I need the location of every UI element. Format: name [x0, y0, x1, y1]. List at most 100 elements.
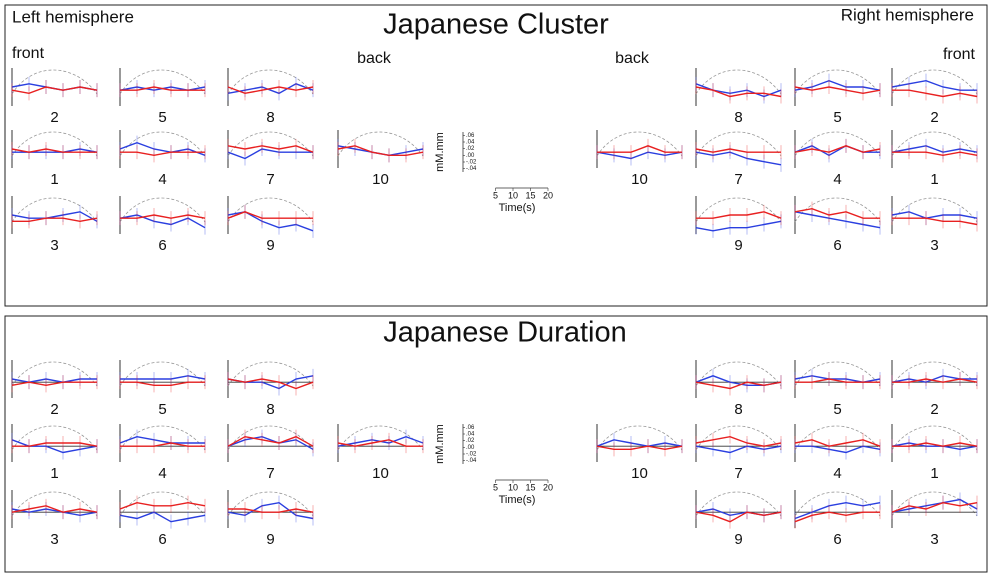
- y-tick-label: -.04: [466, 166, 477, 172]
- channel-label: 2: [50, 401, 58, 418]
- channel-label: 10: [372, 465, 389, 482]
- data-line: [227, 145, 314, 153]
- data-line: [11, 378, 97, 383]
- hemisphere-label: Right hemisphere: [841, 5, 974, 24]
- data-line: [794, 145, 880, 157]
- channel-label: 7: [266, 465, 274, 482]
- data-line: [597, 145, 682, 153]
- y-tick-label: .06: [466, 133, 475, 139]
- data-line: [120, 442, 205, 447]
- data-line: [119, 511, 206, 523]
- x-tick-label: 20: [543, 482, 553, 492]
- data-line: [120, 86, 205, 91]
- data-line: [227, 83, 314, 95]
- data-line: [337, 145, 424, 157]
- y-tick-label: .00: [466, 445, 475, 451]
- channel-label: 9: [266, 237, 274, 254]
- channel-label: 2: [930, 109, 938, 126]
- channel-label: 6: [158, 531, 166, 548]
- channel-label: 7: [734, 465, 742, 482]
- model-curve: [794, 131, 881, 157]
- data-line: [120, 151, 205, 157]
- data-line: [695, 511, 782, 523]
- hemisphere-label: Left hemisphere: [12, 7, 134, 26]
- channel-label: 4: [833, 465, 841, 482]
- data-line: [795, 445, 881, 454]
- direction-label: front: [12, 45, 45, 62]
- channel-label: 4: [833, 171, 841, 188]
- data-line: [596, 439, 683, 447]
- data-line: [695, 86, 782, 98]
- data-line: [891, 79, 977, 91]
- data-line: [794, 511, 880, 523]
- channel-label: 9: [734, 531, 742, 548]
- data-line: [892, 442, 978, 447]
- model-curve: [227, 69, 314, 95]
- channel-label: 5: [158, 109, 166, 126]
- data-line: [120, 381, 205, 386]
- panel-title: Japanese Cluster: [383, 9, 609, 41]
- data-line: [11, 211, 98, 222]
- data-line: [794, 439, 881, 447]
- data-line: [119, 141, 206, 156]
- data-line: [596, 151, 683, 160]
- channel-label: 3: [930, 531, 938, 548]
- y-tick-label: -.02: [466, 160, 477, 166]
- data-line: [12, 217, 98, 223]
- data-line: [696, 211, 782, 219]
- data-line: [227, 435, 314, 450]
- x-tick-label: 15: [525, 190, 535, 200]
- data-line: [12, 442, 98, 447]
- data-line: [891, 498, 978, 513]
- channel-label: 2: [50, 109, 58, 126]
- data-line: [892, 217, 978, 226]
- panel-title: Japanese Duration: [383, 317, 626, 349]
- model-curve: [695, 491, 782, 517]
- model-curve: [891, 425, 978, 451]
- x-tick-label: 5: [493, 190, 498, 200]
- model-curve: [11, 69, 98, 95]
- model-curve: [11, 361, 98, 387]
- model-curve: [11, 425, 98, 451]
- model-curve: [119, 197, 206, 223]
- data-line: [794, 79, 881, 91]
- channel-label: 8: [734, 109, 742, 126]
- model-curve: [119, 361, 206, 387]
- channel-label: 5: [158, 401, 166, 418]
- y-tick-label: .00: [466, 153, 475, 159]
- data-line: [596, 445, 683, 451]
- model-curve: [891, 361, 978, 387]
- x-axis-label: Time(s): [499, 202, 536, 214]
- data-line: [227, 211, 314, 232]
- y-tick-label: .02: [466, 146, 475, 152]
- channel-label: 4: [158, 171, 166, 188]
- data-line: [119, 435, 205, 444]
- channel-label: 2: [930, 401, 938, 418]
- channel-label: 4: [158, 465, 166, 482]
- channel-label: 7: [266, 171, 274, 188]
- x-tick-label: 20: [543, 190, 553, 200]
- x-axis-label: Time(s): [499, 494, 536, 506]
- data-line: [11, 508, 98, 517]
- y-tick-label: .04: [466, 140, 475, 146]
- model-curve: [794, 69, 881, 95]
- data-line: [892, 378, 978, 383]
- y-tick-label: -.04: [466, 458, 477, 464]
- data-line: [227, 148, 313, 160]
- data-line: [795, 378, 880, 383]
- data-line: [227, 501, 314, 520]
- panel-frame: [4, 315, 988, 573]
- model-curve: [695, 361, 782, 387]
- data-line: [695, 151, 782, 166]
- channel-label: 6: [158, 237, 166, 254]
- data-line: [794, 145, 881, 153]
- data-line: [892, 151, 978, 157]
- data-line: [11, 86, 98, 95]
- model-curve: [227, 361, 314, 387]
- data-line: [891, 442, 978, 451]
- data-line: [120, 214, 206, 219]
- data-line: [695, 381, 782, 390]
- channel-label: 10: [372, 171, 389, 188]
- model-curve: [596, 131, 683, 157]
- channel-label: 1: [50, 465, 58, 482]
